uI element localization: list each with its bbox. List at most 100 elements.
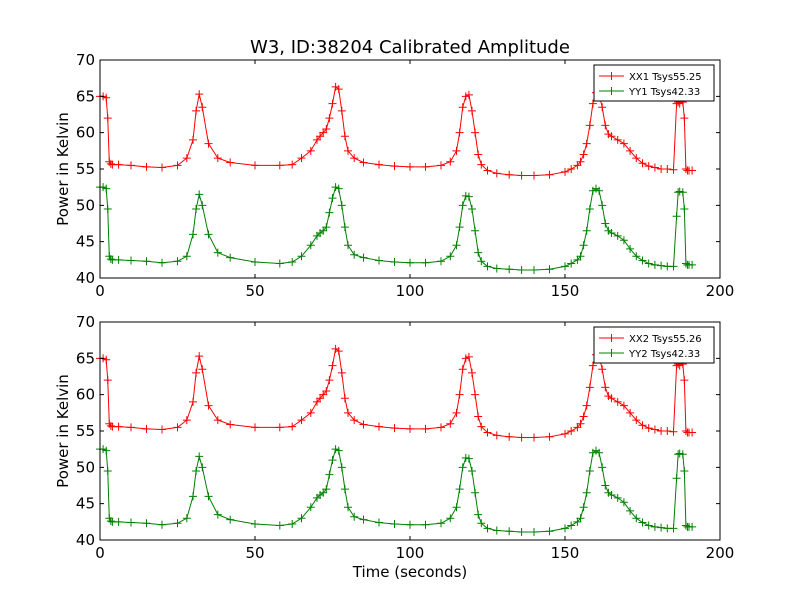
data-point — [477, 422, 486, 431]
data-point — [173, 519, 182, 528]
data-point — [198, 103, 207, 112]
data-point — [226, 158, 235, 167]
y-tick-label: 70 — [76, 313, 95, 331]
data-point — [567, 259, 576, 268]
data-point — [359, 420, 368, 429]
data-point — [579, 503, 588, 512]
legend-label: XX1 Tsys55.25 — [629, 72, 702, 83]
data-point — [452, 503, 461, 512]
data-point — [195, 90, 204, 99]
data-point — [334, 446, 343, 455]
data-point — [598, 201, 607, 210]
series-1 — [96, 344, 697, 442]
series-2 — [96, 183, 697, 275]
y-tick-label: 55 — [76, 422, 95, 440]
data-point — [297, 416, 306, 425]
data-point — [375, 256, 383, 265]
data-point — [626, 146, 635, 155]
data-point — [406, 162, 414, 171]
legend: XX2 Tsys55.26 YY2 Tsys42.33 — [593, 326, 715, 364]
data-point — [613, 397, 622, 406]
data-point — [669, 165, 678, 174]
data-point — [192, 204, 201, 213]
data-point — [251, 161, 259, 170]
data-point — [638, 421, 647, 430]
data-point — [601, 481, 610, 490]
data-point — [607, 132, 616, 141]
data-point — [173, 161, 182, 170]
data-point — [275, 259, 284, 268]
data-point — [619, 401, 628, 410]
data-point — [421, 258, 430, 267]
data-point — [680, 466, 689, 475]
x-tick-label: 200 — [706, 282, 735, 300]
data-point — [334, 347, 343, 356]
series-line — [100, 86, 693, 177]
data-point — [189, 230, 197, 239]
data-point — [505, 432, 514, 441]
data-point — [359, 515, 368, 524]
data-point — [464, 192, 473, 201]
data-point — [204, 230, 213, 239]
x-tick-label: 0 — [95, 282, 105, 300]
data-point — [192, 368, 201, 377]
data-point — [192, 466, 201, 475]
data-point — [598, 463, 607, 472]
data-point — [545, 527, 554, 536]
data-point — [607, 228, 616, 237]
legend-marker — [607, 87, 616, 95]
data-point — [142, 424, 151, 433]
legend-label: YY1 Tsys42.33 — [628, 87, 700, 98]
data-point — [328, 361, 337, 370]
data-point — [650, 425, 659, 434]
series-line — [100, 448, 693, 533]
data-point — [446, 252, 455, 261]
data-point — [251, 258, 259, 267]
data-point — [561, 429, 569, 438]
x-tick-label: 50 — [245, 282, 264, 300]
data-point — [644, 424, 653, 433]
legend: XX1 Tsys55.25 YY1 Tsys42.33 — [593, 64, 715, 102]
data-point — [582, 226, 591, 235]
data-point — [601, 219, 610, 228]
data-point — [669, 262, 678, 271]
y-tick-label: 60 — [76, 124, 95, 142]
series-line — [100, 348, 693, 439]
data-point — [406, 258, 414, 267]
data-point — [474, 412, 483, 421]
data-point — [505, 527, 514, 536]
y-tick-label: 65 — [76, 87, 95, 105]
data-point — [106, 255, 115, 264]
data-point — [328, 99, 337, 108]
data-point — [545, 432, 554, 441]
data-point — [585, 204, 594, 213]
data-point — [567, 521, 576, 530]
data-point — [340, 394, 349, 403]
data-point — [127, 161, 135, 170]
data-point — [477, 257, 486, 266]
data-point — [192, 106, 201, 115]
data-point — [288, 160, 297, 169]
y-tick-label: 40 — [76, 269, 95, 287]
data-point — [142, 519, 151, 528]
data-point — [340, 223, 349, 232]
y-tick-label: 50 — [76, 196, 95, 214]
data-point — [182, 514, 191, 523]
data-point — [619, 236, 628, 245]
data-point — [474, 248, 483, 257]
data-point — [350, 250, 359, 259]
data-point — [322, 387, 331, 396]
data-point — [474, 150, 483, 159]
x-tick-label: 50 — [245, 544, 264, 562]
data-point — [650, 260, 659, 269]
data-point — [471, 488, 480, 497]
data-point — [455, 485, 464, 494]
data-point — [638, 518, 647, 527]
y-tick-label: 40 — [76, 531, 95, 549]
data-point — [595, 186, 604, 195]
data-point — [601, 383, 610, 392]
data-point — [226, 253, 235, 262]
data-point — [142, 257, 151, 266]
data-point — [322, 485, 331, 494]
data-point — [297, 154, 306, 163]
